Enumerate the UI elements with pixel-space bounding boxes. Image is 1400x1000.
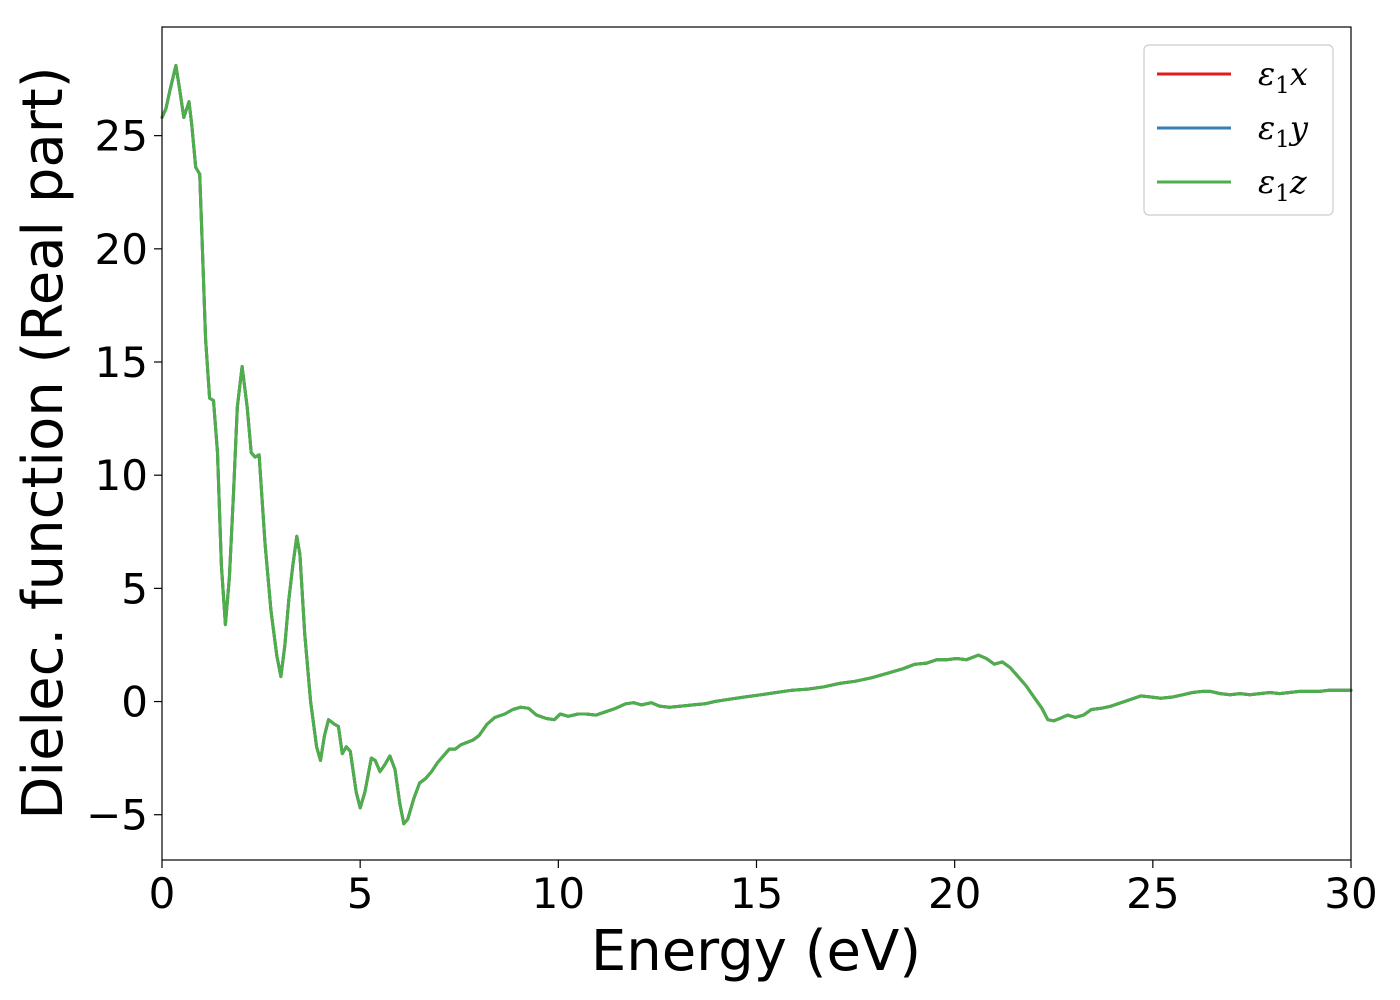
y-tick-label: 5 <box>121 564 148 613</box>
y-tick-label: 25 <box>95 112 148 161</box>
x-tick-label: 0 <box>149 869 176 918</box>
x-tick-label: 30 <box>1324 869 1377 918</box>
x-tick-label: 25 <box>1126 869 1179 918</box>
x-tick-label: 10 <box>532 869 585 918</box>
x-axis-label: Energy (eV) <box>591 919 921 984</box>
y-tick-label: 10 <box>95 451 148 500</box>
y-tick-label: 15 <box>95 338 148 387</box>
x-tick-label: 20 <box>928 869 981 918</box>
y-tick-label: −5 <box>86 791 148 840</box>
x-tick-label: 15 <box>730 869 783 918</box>
y-tick-label: 20 <box>95 225 148 274</box>
x-tick-label: 5 <box>347 869 374 918</box>
y-axis-label: Dielec. function (Real part) <box>11 66 76 819</box>
y-tick-label: 0 <box>121 678 148 727</box>
